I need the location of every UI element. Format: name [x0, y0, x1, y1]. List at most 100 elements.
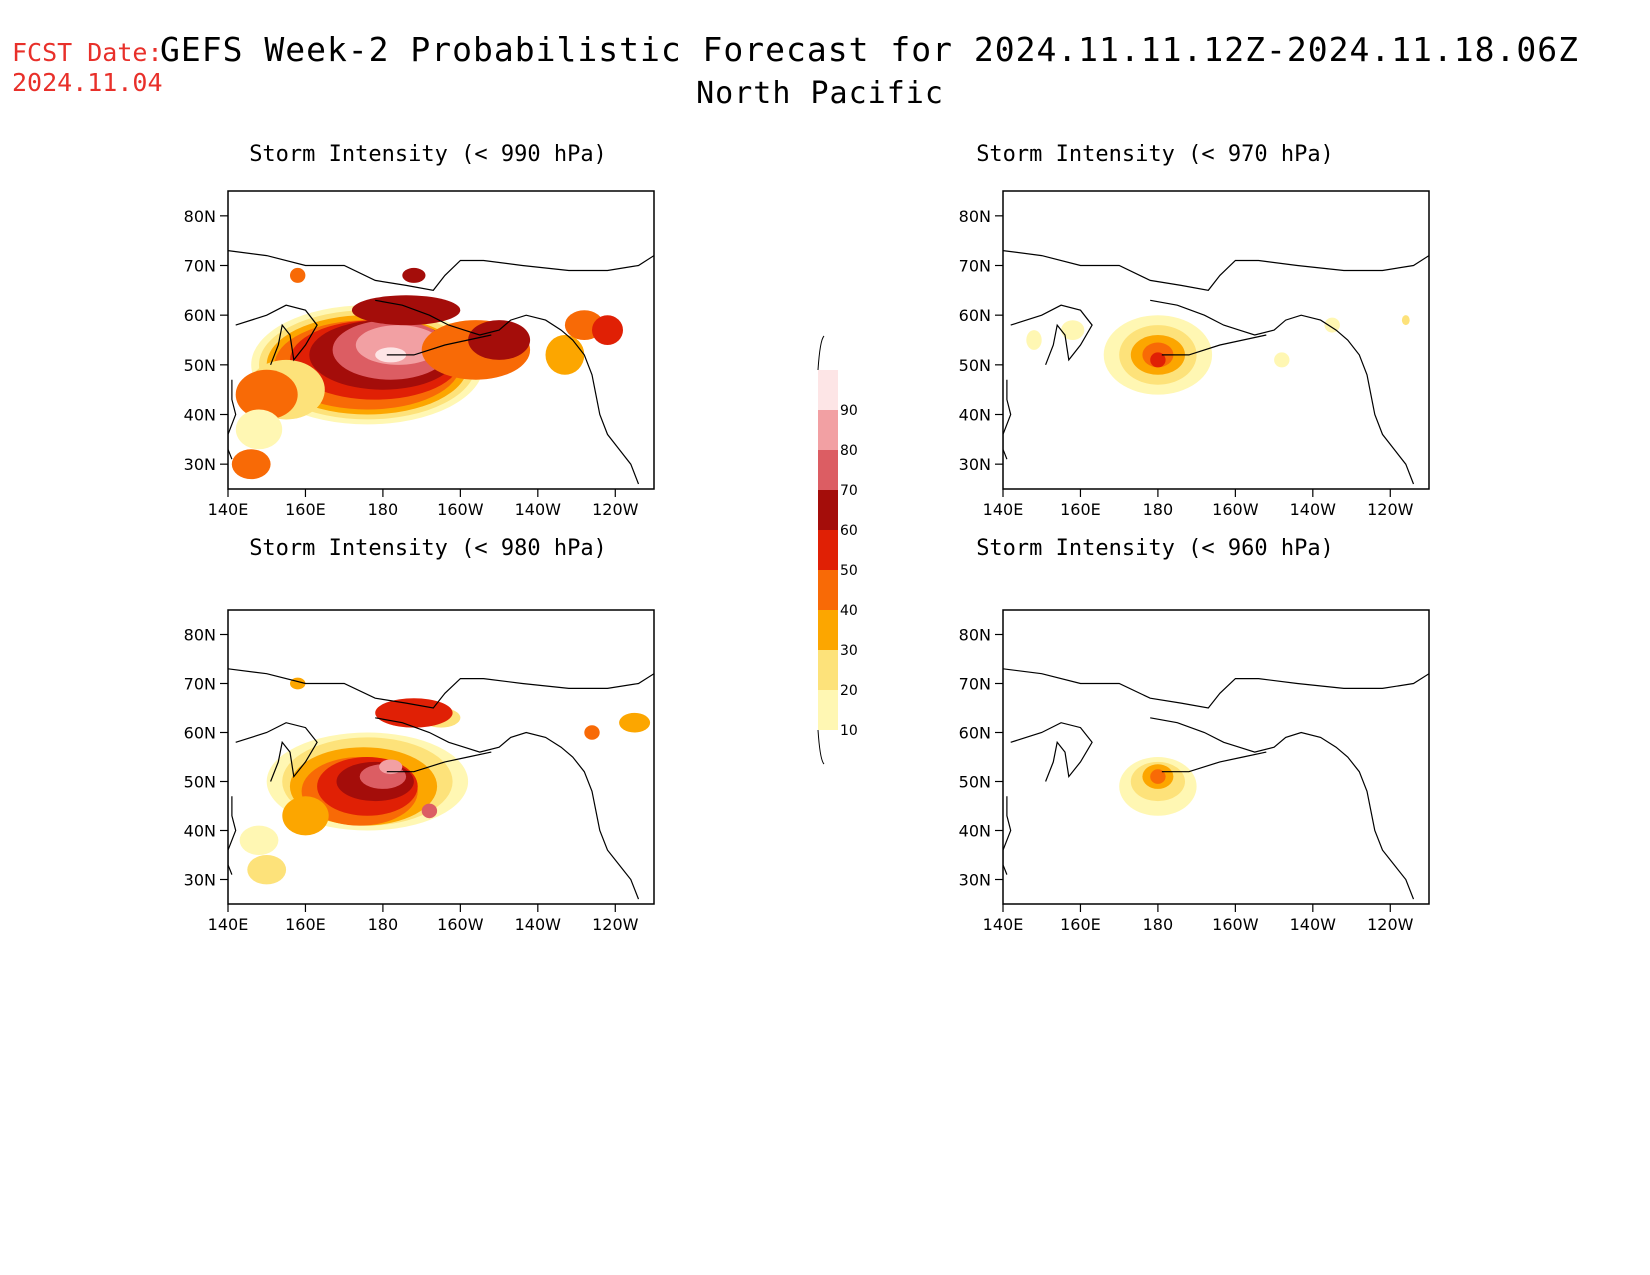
colorbar-label: 10	[840, 723, 858, 739]
lat-tick-label: 70N	[184, 257, 216, 276]
colorbar-label: 60	[840, 523, 858, 539]
lat-tick-label: 60N	[184, 306, 216, 325]
lon-tick-label: 160W	[1212, 915, 1259, 934]
colorbar-label: 30	[840, 643, 858, 659]
lat-tick-label: 30N	[184, 455, 216, 474]
probability-contour	[379, 759, 403, 775]
coastline	[1010, 722, 1093, 782]
colorbar-swatch	[818, 450, 838, 490]
fcst-date-label: FCST Date:	[12, 38, 163, 67]
coastline	[1161, 751, 1267, 773]
lat-tick-label: 40N	[959, 822, 991, 841]
coastline	[1003, 379, 1012, 460]
probability-contour	[1274, 352, 1290, 368]
lat-tick-label: 60N	[959, 306, 991, 325]
probability-contour	[247, 855, 287, 885]
lat-tick-label: 80N	[959, 626, 991, 645]
probability-contour	[584, 725, 600, 740]
coastline	[228, 250, 654, 291]
coastline	[228, 379, 237, 460]
lat-tick-label: 50N	[184, 356, 216, 375]
lat-tick-label: 80N	[184, 626, 216, 645]
coastline	[1003, 668, 1429, 709]
colorbar-swatch	[818, 370, 838, 410]
lat-tick-label: 30N	[184, 871, 216, 890]
lat-tick-label: 40N	[184, 406, 216, 425]
probability-contour	[1150, 769, 1166, 784]
map-panel-980: 80N 70N 60N 50N 40N 30N 140E 160E 180 160W 140W 120…	[184, 609, 655, 934]
panel-title-990: Storm Intensity (< 990 hPa)	[249, 142, 607, 167]
coastline	[1161, 334, 1267, 356]
map-frame	[227, 609, 655, 905]
map-panel-970: 80N 70N 60N 50N 40N 30N 140E 160E 180 160W 140W 120…	[959, 190, 1430, 519]
lat-tick-label: 70N	[959, 257, 991, 276]
colorbar-label: 40	[840, 603, 858, 619]
coastline	[1150, 299, 1415, 485]
lat-tick-label: 30N	[959, 455, 991, 474]
lon-tick-label: 160E	[285, 500, 326, 519]
lon-tick-label: 160E	[285, 915, 326, 934]
lat-tick-label: 30N	[959, 871, 991, 890]
lon-tick-label: 160E	[1060, 915, 1101, 934]
probability-contour	[375, 698, 453, 728]
coastline	[1010, 304, 1093, 366]
lon-tick-label: 140W	[515, 915, 562, 934]
probability-shading	[228, 668, 654, 900]
lon-tick-label: 140E	[208, 500, 249, 519]
coastline	[228, 668, 654, 709]
panel-title-960: Storm Intensity (< 960 hPa)	[976, 536, 1334, 561]
figure-subtitle: North Pacific	[696, 76, 944, 111]
lon-tick-label: 180	[1143, 915, 1174, 934]
probability-shading	[1003, 668, 1429, 900]
probability-shading	[228, 250, 654, 485]
probability-contour	[545, 335, 585, 375]
lat-tick-label: 40N	[959, 406, 991, 425]
forecast-date-block: FCST Date: 2024.11.04	[12, 38, 163, 98]
probability-contour	[1324, 317, 1340, 333]
colorbar-label: 70	[840, 483, 858, 499]
colorbar-swatch	[818, 570, 838, 610]
lat-tick-label: 70N	[184, 675, 216, 694]
probability-contour	[1150, 352, 1166, 368]
lat-tick-label: 50N	[184, 773, 216, 792]
lon-tick-label: 120W	[592, 500, 639, 519]
coastline	[235, 722, 318, 782]
figure-title: GEFS Week-2 Probabilistic Forecast for 2…	[160, 30, 1580, 69]
colorbar-label: 90	[840, 403, 858, 419]
probability-contour	[421, 803, 438, 819]
colorbar-label: 80	[840, 443, 858, 459]
probability-contour	[1026, 330, 1042, 350]
lon-tick-label: 140E	[983, 915, 1024, 934]
colorbar-label: 50	[840, 563, 858, 579]
probability-contour	[402, 267, 426, 283]
lat-tick-label: 70N	[959, 675, 991, 694]
lat-tick-label: 50N	[959, 773, 991, 792]
lon-tick-label: 120W	[1367, 915, 1414, 934]
colorbar-swatch	[818, 650, 838, 690]
lat-tick-label: 50N	[959, 356, 991, 375]
colorbar: 10 20 30 40 50 60 70 80 90	[817, 335, 858, 765]
lon-tick-label: 160W	[437, 500, 484, 519]
coastline	[228, 796, 237, 875]
colorbar-swatch	[818, 490, 838, 530]
coastline	[1003, 250, 1429, 291]
lat-tick-label: 60N	[959, 724, 991, 743]
coastline	[386, 334, 492, 356]
lat-tick-label: 80N	[959, 207, 991, 226]
colorbar-label: 20	[840, 683, 858, 699]
map-frame	[1002, 609, 1430, 905]
lon-tick-label: 140W	[1290, 915, 1337, 934]
lon-tick-label: 180	[368, 915, 399, 934]
coastline	[375, 717, 640, 900]
probability-contour	[235, 369, 298, 420]
probability-contour	[1061, 320, 1085, 340]
probability-contour	[592, 315, 623, 345]
lat-tick-label: 40N	[184, 822, 216, 841]
probability-contour	[235, 409, 283, 450]
lon-tick-label: 180	[368, 500, 399, 519]
lon-tick-label: 140E	[208, 915, 249, 934]
panel-title-980: Storm Intensity (< 980 hPa)	[249, 536, 607, 561]
map-frame	[227, 190, 655, 490]
panel-title-970: Storm Intensity (< 970 hPa)	[976, 142, 1334, 167]
lon-tick-label: 160E	[1060, 500, 1101, 519]
